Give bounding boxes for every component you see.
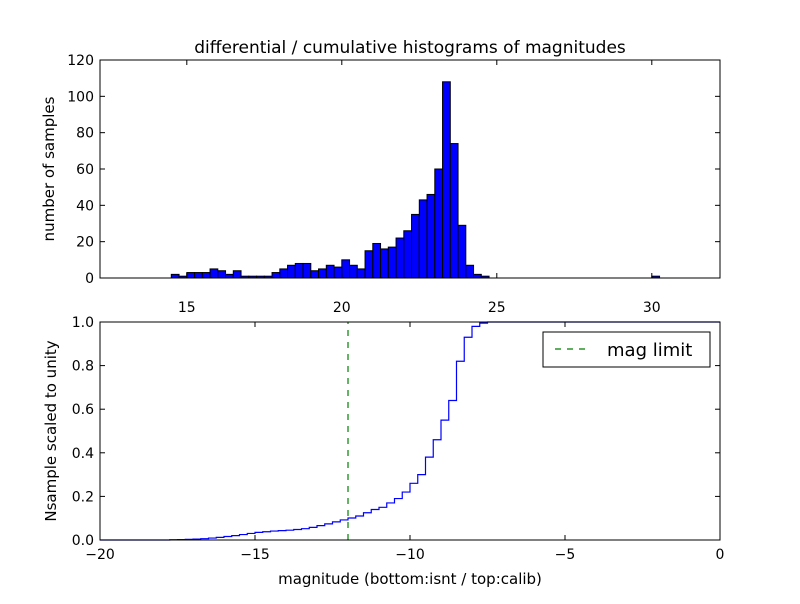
histogram-bar [201, 272, 211, 279]
y-tick-label: 120 [67, 53, 94, 69]
y-tick-label: 0.2 [72, 489, 94, 505]
bottom-x-axis-label: magnitude (bottom:isnt / top:calib) [278, 570, 542, 588]
x-tick-label: 30 [643, 300, 661, 316]
histogram-bar [356, 268, 366, 279]
top-x-axis: 15 20 25 30 [178, 60, 661, 316]
histogram-bar [403, 230, 413, 279]
y-tick-label: 40 [76, 198, 94, 214]
histogram-bar [434, 168, 444, 279]
histogram-bar [465, 264, 475, 279]
histogram-bar [364, 250, 374, 279]
histogram-bar [349, 264, 358, 279]
histogram-bar [186, 272, 196, 279]
histogram-bar [294, 262, 304, 279]
histogram-bar [209, 268, 219, 279]
x-tick-label: −10 [395, 547, 425, 563]
y-tick-label: 20 [76, 235, 94, 251]
top-histogram-bars [170, 81, 661, 279]
bottom-cumulative-plot [100, 321, 720, 541]
histogram-bar [310, 270, 320, 279]
histogram-bar [395, 237, 405, 279]
histogram-bar [318, 268, 327, 279]
histogram-bar [279, 268, 289, 279]
x-tick-label: −15 [240, 547, 270, 563]
legend-mag-limit-label: mag limit [607, 340, 692, 361]
histogram-bar [411, 213, 420, 279]
histogram-bar [341, 259, 351, 279]
x-tick-label: −5 [555, 547, 576, 563]
histogram-bar [170, 273, 180, 279]
histogram-bar [225, 273, 234, 279]
y-tick-label: 0.6 [72, 402, 94, 418]
top-y-axis-label: number of samples [40, 96, 58, 241]
y-tick-label: 80 [76, 126, 94, 142]
y-tick-label: 60 [76, 162, 94, 178]
y-tick-label: 100 [67, 89, 94, 105]
x-tick-label: 15 [178, 300, 196, 316]
histogram-bar [287, 264, 296, 279]
cumulative-step-line [100, 321, 720, 541]
histogram-bar [457, 224, 467, 279]
histogram-bar [372, 242, 382, 279]
histogram-bar [449, 143, 459, 279]
y-tick-label: 0.8 [72, 359, 94, 375]
histogram-bar [387, 246, 397, 279]
histogram-bar [380, 248, 389, 279]
histogram-bar [194, 272, 203, 279]
bottom-y-axis: 0.0 0.2 0.4 0.6 0.8 1.0 [72, 315, 720, 549]
y-tick-label: 0.4 [72, 446, 94, 462]
legend: mag limit [542, 331, 711, 368]
histogram-bar [271, 272, 281, 279]
histogram-bar [325, 264, 335, 279]
histogram-bar [418, 199, 428, 279]
x-tick-label: 25 [488, 300, 506, 316]
histogram-bar [217, 270, 227, 279]
y-tick-label: 0.0 [72, 533, 94, 549]
histogram-bar [333, 266, 343, 279]
y-tick-label: 1.0 [72, 315, 94, 331]
top-chart-title: differential / cumulative histograms of … [194, 38, 626, 58]
bottom-y-axis-label: Nsample scaled to unity [42, 340, 60, 521]
bottom-x-axis: −20 −15 −10 −5 0 [85, 322, 724, 563]
histogram-bar [302, 262, 312, 279]
x-tick-label: 20 [333, 300, 351, 316]
top-y-axis: 0 20 40 60 80 100 120 [67, 53, 720, 287]
histogram-bar [473, 273, 482, 279]
histogram-bar [442, 81, 451, 279]
x-tick-label: −20 [85, 547, 115, 563]
y-tick-label: 0 [85, 271, 94, 287]
histogram-bar [426, 193, 436, 279]
x-tick-label: 0 [716, 547, 725, 563]
histogram-bar [232, 270, 242, 279]
